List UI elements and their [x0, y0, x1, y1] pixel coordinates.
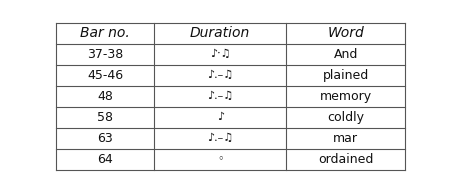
Text: Duration: Duration — [190, 26, 250, 40]
Text: ♪.–♫: ♪.–♫ — [207, 91, 233, 101]
Text: And: And — [333, 48, 358, 61]
Text: mar: mar — [333, 132, 358, 145]
Text: 48: 48 — [97, 90, 113, 103]
Text: ♪·♫: ♪·♫ — [210, 49, 230, 59]
Text: 37-38: 37-38 — [87, 48, 123, 61]
Text: ordained: ordained — [318, 153, 374, 166]
Text: Word: Word — [327, 26, 364, 40]
Text: ♪: ♪ — [216, 112, 224, 122]
Text: coldly: coldly — [327, 111, 364, 124]
Text: ♪.–♫: ♪.–♫ — [207, 134, 233, 143]
Text: 58: 58 — [97, 111, 113, 124]
Text: ♪.–♫: ♪.–♫ — [207, 70, 233, 80]
Text: 63: 63 — [97, 132, 113, 145]
Text: memory: memory — [320, 90, 372, 103]
Text: 64: 64 — [97, 153, 113, 166]
Text: 45-46: 45-46 — [87, 69, 123, 82]
Text: Bar no.: Bar no. — [80, 26, 130, 40]
Text: plained: plained — [323, 69, 369, 82]
Text: ◦: ◦ — [217, 155, 224, 164]
